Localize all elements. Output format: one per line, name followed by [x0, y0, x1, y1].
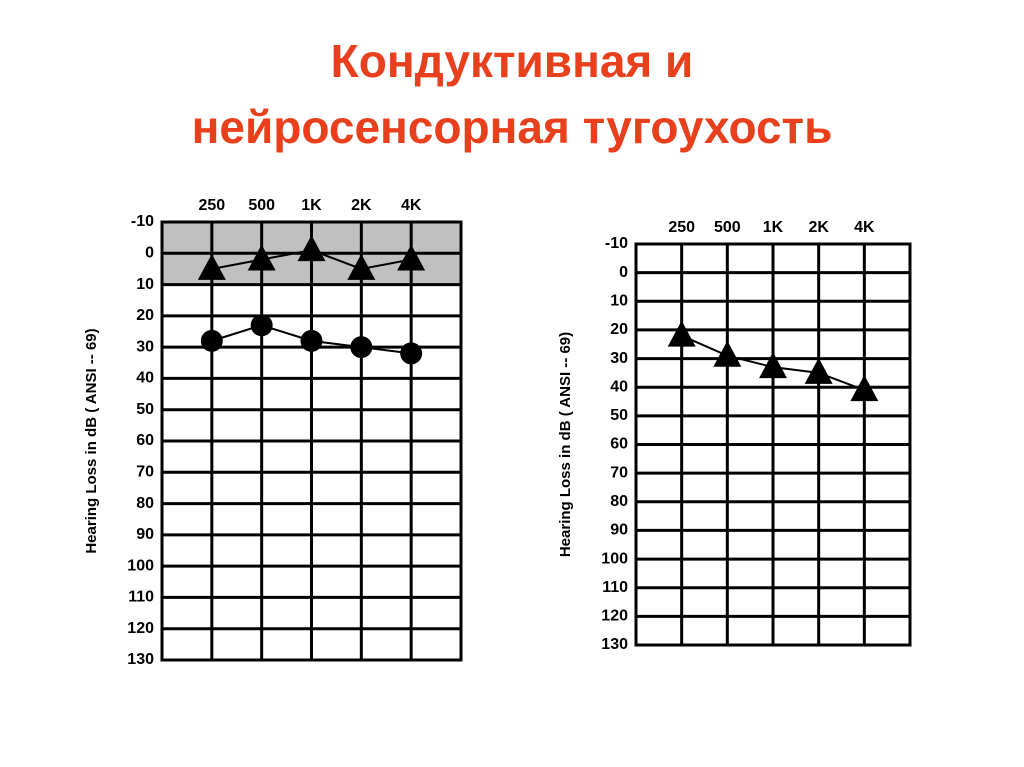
y-tick-label: 60 — [136, 432, 154, 449]
x-tick-label: 500 — [714, 219, 741, 236]
x-tick-label: 1K — [763, 219, 784, 236]
triangle-marker — [713, 340, 742, 367]
y-tick-label: 30 — [610, 350, 628, 367]
circle-marker — [300, 329, 323, 352]
y-tick-label: 100 — [127, 557, 154, 574]
circle-marker — [400, 342, 423, 365]
x-tick-label: 4K — [401, 197, 422, 214]
triangle-marker — [804, 357, 833, 384]
y-tick-label: 90 — [610, 522, 628, 539]
x-tick-label: 2K — [808, 219, 829, 236]
y-tick-label: -10 — [605, 235, 628, 252]
circle-marker — [200, 329, 223, 352]
y-tick-label: 20 — [136, 307, 154, 324]
y-axis-label: Hearing Loss in dB ( ANSI -- 69) — [83, 328, 100, 553]
plot-frame — [634, 242, 912, 647]
x-tick-label: 2K — [351, 197, 372, 214]
x-tick-label: 250 — [198, 197, 225, 214]
y-tick-label: 80 — [610, 493, 628, 510]
x-tick-label: 4K — [854, 219, 875, 236]
circle-marker — [250, 314, 273, 337]
y-tick-label: 110 — [602, 579, 628, 596]
y-tick-label: 100 — [601, 550, 628, 567]
triangle-marker — [197, 253, 226, 280]
y-tick-label: 70 — [136, 464, 154, 481]
y-tick-label: 120 — [601, 608, 628, 625]
y-axis-label: Hearing Loss in dB ( ANSI -- 69) — [557, 332, 574, 557]
y-tick-label: 120 — [127, 620, 154, 637]
triangle-marker — [850, 375, 879, 402]
y-tick-label: 10 — [136, 276, 154, 293]
y-tick-label: 130 — [601, 636, 628, 653]
slide-title: Кондуктивная и нейросенсорная тугоухость — [191, 35, 833, 153]
circle-marker — [350, 336, 373, 359]
y-tick-label: -10 — [131, 213, 154, 230]
y-tick-label: 110 — [128, 589, 154, 606]
triangle-marker — [759, 352, 787, 379]
x-tick-label: 250 — [668, 219, 695, 236]
triangle-marker — [297, 235, 326, 262]
y-tick-label: 30 — [136, 338, 154, 355]
y-tick-label: 90 — [136, 526, 154, 543]
y-tick-label: 50 — [136, 401, 154, 418]
y-tick-label: 10 — [610, 293, 628, 310]
y-tick-label: 40 — [136, 370, 154, 387]
plot-frame — [160, 220, 463, 662]
x-tick-label: 1K — [301, 197, 322, 214]
y-tick-label: 60 — [610, 436, 628, 453]
y-tick-label: 50 — [610, 407, 628, 424]
triangle-marker — [667, 320, 696, 347]
triangle-marker — [247, 244, 276, 271]
y-tick-label: 0 — [145, 245, 154, 262]
y-tick-label: 20 — [610, 321, 628, 338]
triangle-marker — [397, 244, 426, 271]
y-tick-label: 40 — [610, 378, 628, 395]
y-tick-label: 70 — [610, 464, 628, 481]
y-tick-label: 130 — [127, 651, 154, 668]
triangle-marker — [347, 253, 376, 280]
y-tick-label: 80 — [136, 495, 154, 512]
y-tick-label: 0 — [619, 264, 628, 281]
x-tick-label: 500 — [248, 197, 275, 214]
